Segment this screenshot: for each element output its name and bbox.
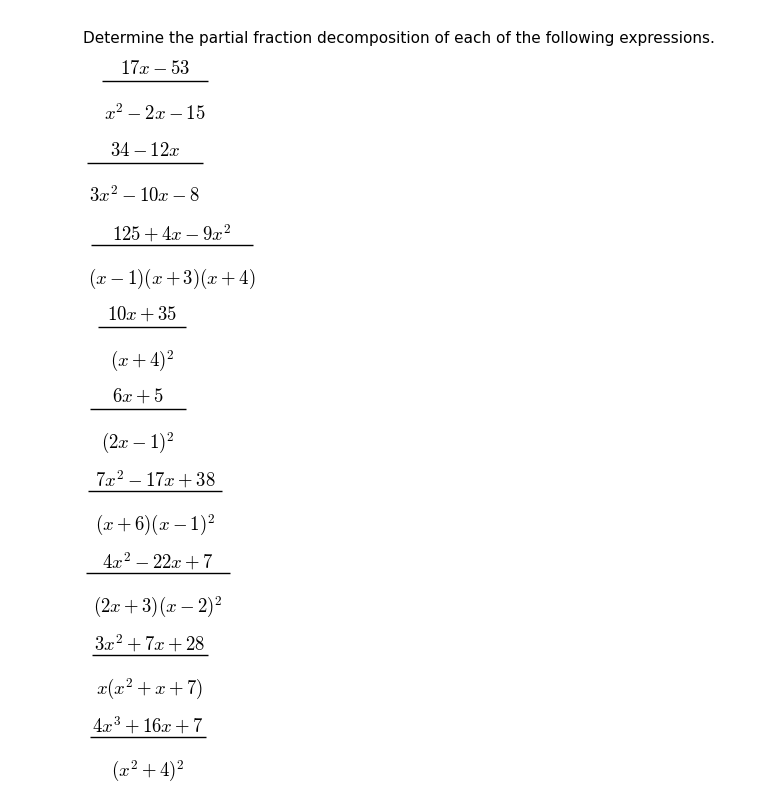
Text: $(x+4)^2$: $(x+4)^2$ <box>110 349 175 374</box>
Text: $6x+5$: $6x+5$ <box>112 387 164 406</box>
Text: $17x-53$: $17x-53$ <box>120 59 190 78</box>
Text: $(2x+3)(x-2)^2$: $(2x+3)(x-2)^2$ <box>93 595 223 620</box>
Text: $3x^2+7x+28$: $3x^2+7x+28$ <box>95 633 206 655</box>
Text: Determine the partial fraction decomposition of each of the following expression: Determine the partial fraction decomposi… <box>83 31 715 46</box>
Text: $x^2-2x-15$: $x^2-2x-15$ <box>104 103 206 124</box>
Text: $(x+6)(x-1)^2$: $(x+6)(x-1)^2$ <box>95 513 215 538</box>
Text: $(2x-1)^2$: $(2x-1)^2$ <box>101 431 175 456</box>
Text: $(x-1)(x+3)(x+4)$: $(x-1)(x+3)(x+4)$ <box>88 267 256 291</box>
Text: $(x^2+4)^2$: $(x^2+4)^2$ <box>111 759 185 784</box>
Text: $7x^2-17x+38$: $7x^2-17x+38$ <box>95 469 215 490</box>
Text: $3x^2-10x-8$: $3x^2-10x-8$ <box>89 185 200 206</box>
Text: $10x+35$: $10x+35$ <box>106 305 177 324</box>
Text: $125+4x-9x^2$: $125+4x-9x^2$ <box>112 223 232 244</box>
Text: $34-12x$: $34-12x$ <box>110 141 180 160</box>
Text: $4x^3+16x+7$: $4x^3+16x+7$ <box>92 715 204 736</box>
Text: $4x^2-22x+7$: $4x^2-22x+7$ <box>102 551 214 573</box>
Text: $x(x^2+x+7)$: $x(x^2+x+7)$ <box>96 677 204 702</box>
